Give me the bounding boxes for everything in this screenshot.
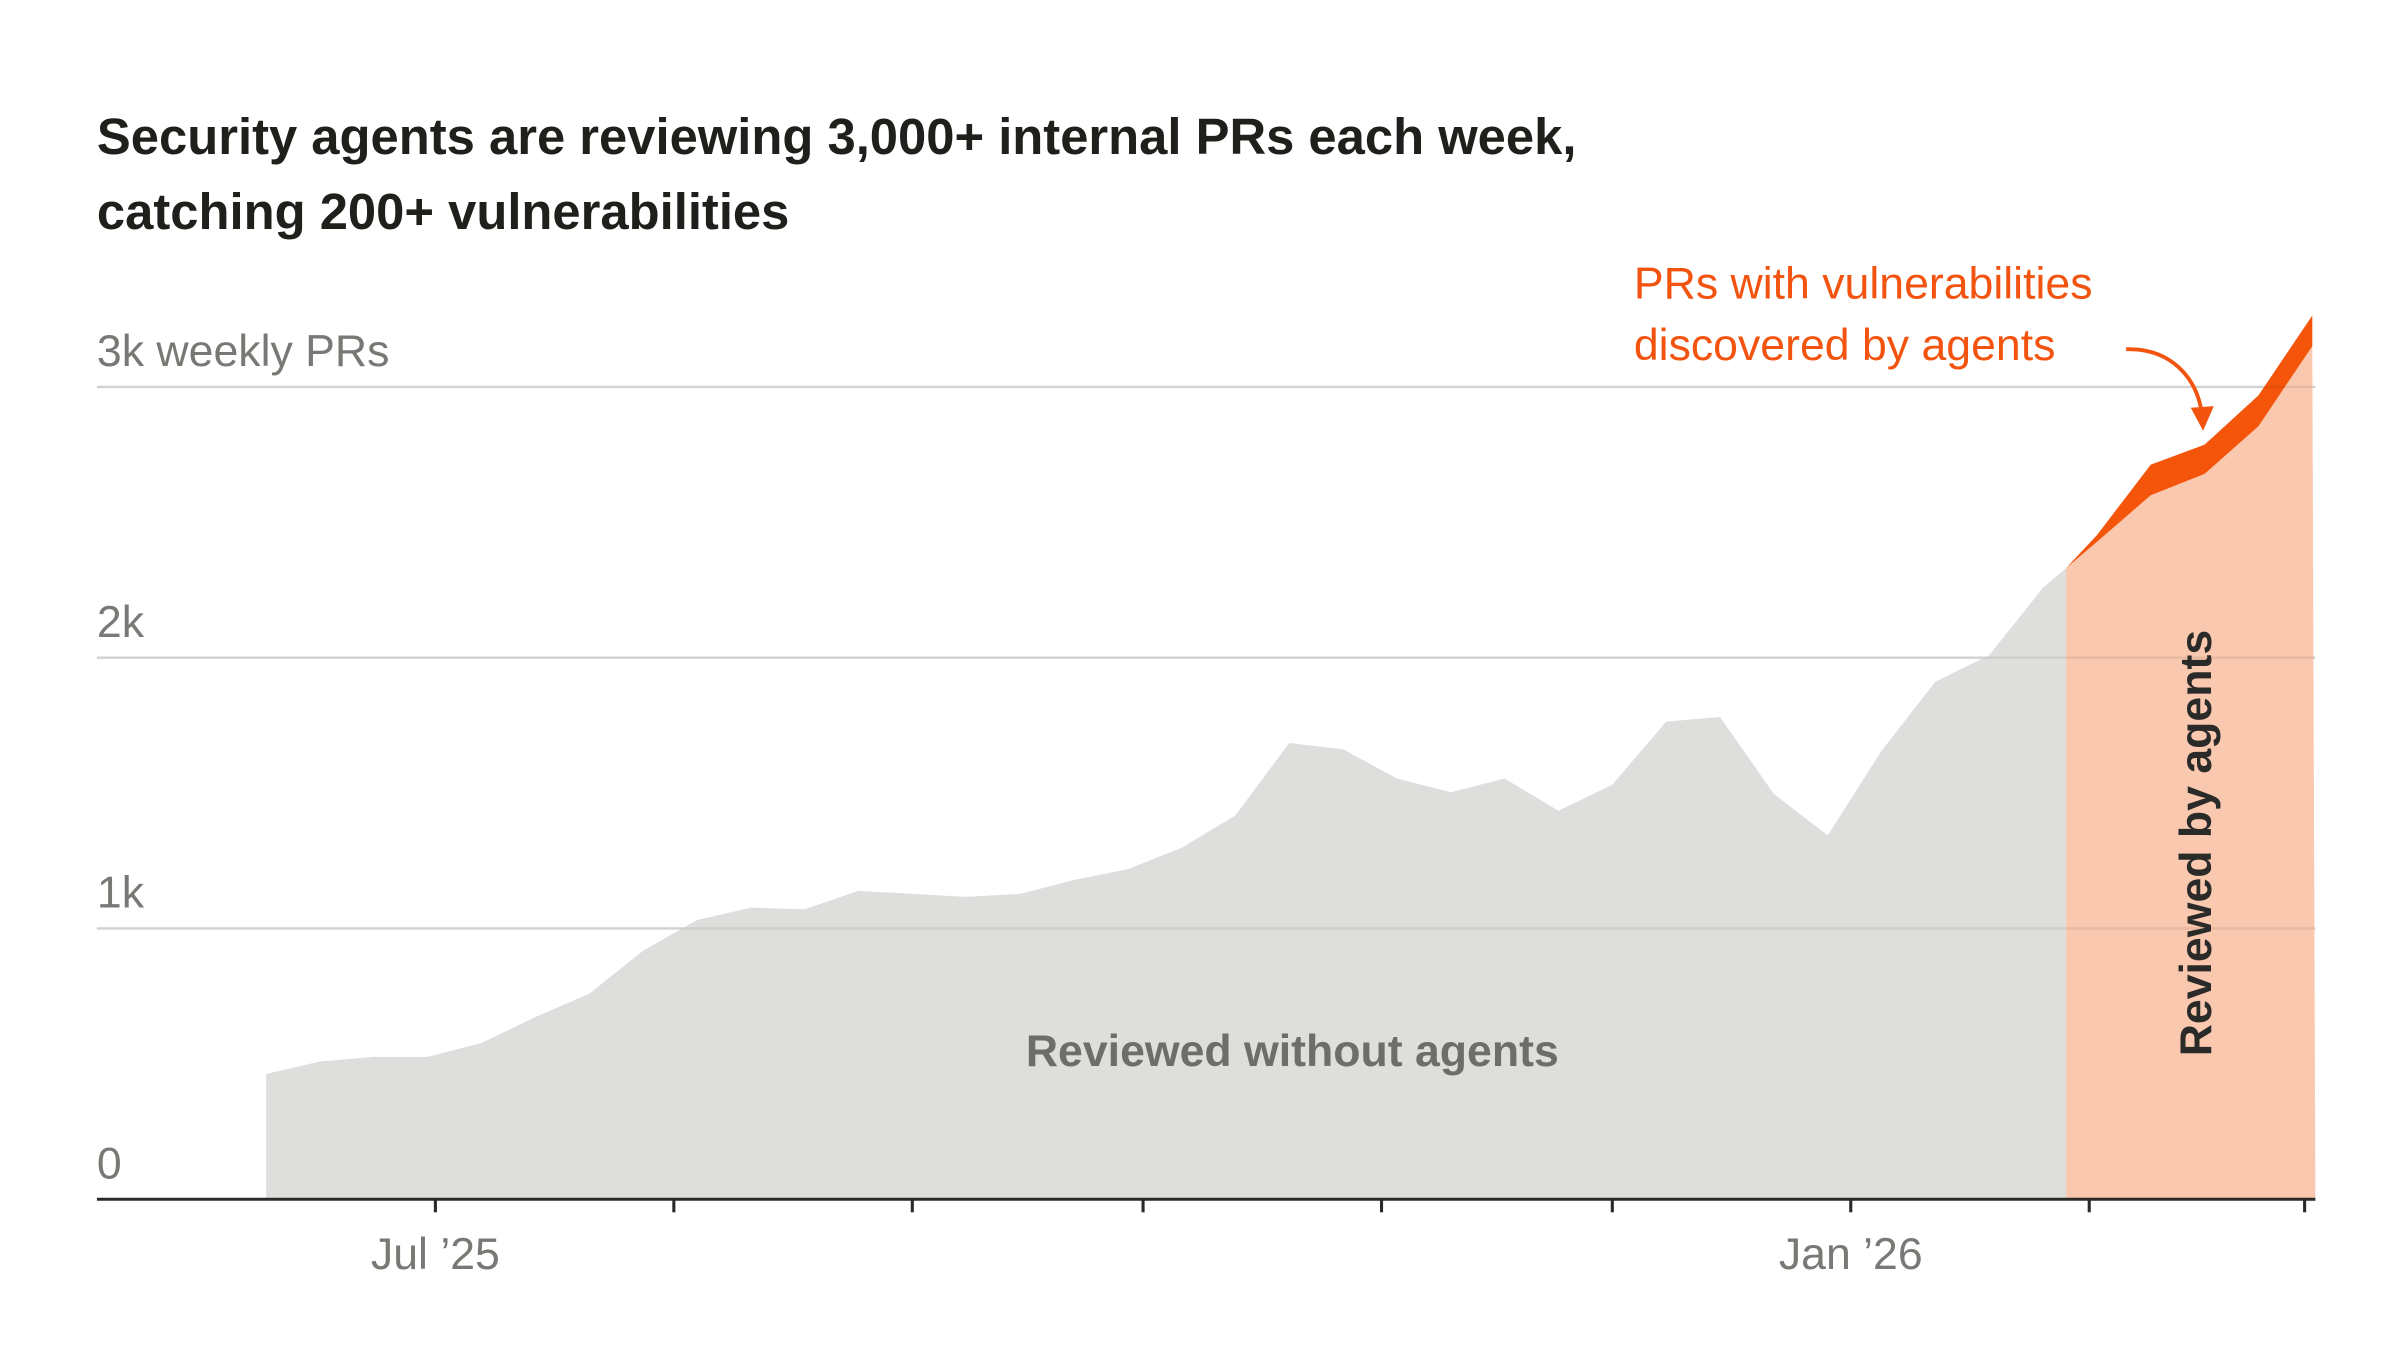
- label-reviewed-without-agents: Reviewed without agents: [1026, 1027, 1559, 1076]
- area-reviewed-without-agents: [266, 567, 2067, 1199]
- chart-title-line-2: catching 200+ vulnerabilities: [97, 183, 789, 240]
- chart-title-line-1: Security agents are reviewing 3,000+ int…: [97, 108, 1577, 165]
- y-tick-label: 1k: [97, 869, 145, 918]
- annotation-arrowhead-icon: [2190, 406, 2214, 431]
- label-reviewed-by-agents: Reviewed by agents: [2172, 630, 2221, 1056]
- x-tick-label: Jul ’25: [371, 1230, 500, 1279]
- x-ticks: Jul ’25 Jan ’26: [371, 1200, 2307, 1279]
- y-tick-label: 3k weekly PRs: [97, 327, 390, 376]
- gridlines-overlay: [96, 385, 2316, 930]
- y-tick-label: 2k: [97, 598, 145, 647]
- x-tick-label: Jan ’26: [1779, 1230, 1923, 1279]
- area-vulnerabilities-found: [2066, 315, 2313, 568]
- y-tick-labels: 0 1k 2k 3k weekly PRs: [97, 327, 390, 1188]
- y-tick-label: 0: [97, 1139, 122, 1188]
- annotation-arrow: [2126, 347, 2204, 413]
- annotation-vuln-line-1: PRs with vulnerabilities: [1634, 259, 2093, 308]
- areas: [266, 315, 2316, 1199]
- annotation-vuln-line-2: discovered by agents: [1634, 321, 2056, 370]
- area-reviewed-by-agents: [2066, 346, 2316, 1199]
